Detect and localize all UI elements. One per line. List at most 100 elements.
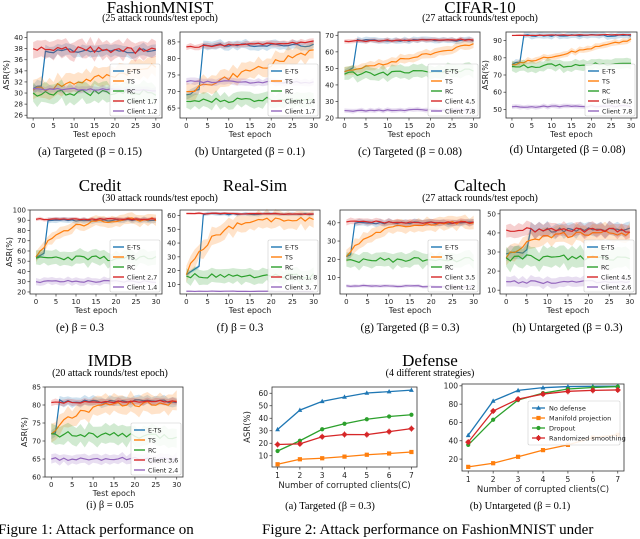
- x-axis-label: Test epoch: [546, 306, 590, 315]
- legend-label: RC: [285, 264, 294, 271]
- triangle-marker: [364, 390, 370, 395]
- y-tick-label: 100: [13, 207, 26, 215]
- x-tick-label: 30: [309, 122, 318, 130]
- legend-label: E-TS: [285, 244, 299, 251]
- plus-marker-cross: [490, 408, 497, 415]
- x-tick-label: 15: [405, 122, 414, 130]
- plus-marker-cross: [341, 431, 348, 438]
- legend-box: [267, 239, 319, 293]
- legend-label: TS: [284, 78, 293, 85]
- x-tick-label: 10: [384, 298, 393, 306]
- x-tick-label: 4: [541, 475, 546, 484]
- defense-title: Defense: [402, 351, 458, 370]
- legend-label: No defense: [549, 404, 586, 412]
- x-tick-label: 20: [427, 298, 436, 306]
- legend-box: [427, 239, 479, 293]
- series-line-client-4-5: [511, 33, 632, 37]
- x-tick-label: 2: [491, 475, 496, 484]
- x-axis-label: Test epoch: [388, 306, 432, 315]
- caption-e: (e) β = 0.3: [55, 322, 105, 334]
- y-tick-label: 30: [258, 426, 268, 435]
- triangle-marker: [297, 407, 303, 412]
- x-tick-label: 30: [151, 122, 160, 130]
- legend-label: TS: [147, 437, 156, 444]
- plus-marker-cross: [515, 396, 522, 403]
- y-tick-label: 30: [487, 249, 496, 257]
- legend-label: RC: [445, 264, 454, 271]
- plus-marker-cross: [589, 387, 596, 394]
- cifar10-title: CIFAR-10: [444, 0, 516, 17]
- caption-b: (b) Untargeted (β = 0.1): [194, 146, 306, 158]
- x-tick-label: 25: [448, 298, 457, 306]
- y-tick-label: 70: [17, 237, 26, 245]
- x-tick-label: 20: [110, 122, 119, 130]
- confidence-band-ts: [36, 212, 156, 263]
- caption-i: (i) β = 0.05: [86, 500, 134, 511]
- series-line-client-3-6: [51, 399, 177, 404]
- y-tick-label: 10: [167, 281, 176, 289]
- chart-defense-untargeted: 1 2 3 4 5 6 7 20 40 60 80 100 Number of corrupted cl…: [444, 382, 626, 495]
- y-tick-label: 80: [448, 400, 458, 409]
- y-axis-label: ASR(%): [481, 60, 490, 90]
- legend-label: Client 1,2: [445, 284, 475, 291]
- imdb-subtitle: (20 attack rounds/test epoch): [52, 368, 168, 379]
- y-tick-label: 80: [17, 227, 26, 235]
- y-tick-label: 65: [32, 456, 41, 464]
- square-marker: [387, 451, 392, 456]
- legend-label: RC: [148, 447, 157, 454]
- x-tick-label: 10: [89, 481, 98, 489]
- x-tick-label: 20: [587, 122, 596, 130]
- x-tick-label: 5: [525, 298, 529, 306]
- square-marker: [409, 449, 414, 455]
- triangle-marker: [386, 389, 392, 394]
- x-tick-label: 5: [70, 481, 74, 489]
- circle-marker: [275, 448, 280, 454]
- x-tick-label: 10: [383, 122, 392, 130]
- x-tick-label: 20: [267, 122, 276, 130]
- y-tick-label: 26: [14, 112, 23, 120]
- x-tick-label: 25: [132, 298, 141, 306]
- y-tick-label: 90: [493, 37, 502, 45]
- x-tick-label: 3: [320, 471, 325, 480]
- x-tick-label: 5: [364, 471, 369, 480]
- confidence-band-ts: [344, 38, 474, 76]
- defense-subtitle: (4 different strategies): [385, 368, 475, 379]
- y-tick-label: 40: [14, 34, 23, 42]
- x-tick-label: 25: [605, 298, 614, 306]
- series-line-ts: [344, 43, 474, 73]
- x-tick-label: 10: [543, 298, 552, 306]
- y-tick-label: 40: [325, 81, 334, 89]
- realsim-title: Real-Sim: [222, 176, 288, 195]
- legend-label: RC: [127, 264, 136, 271]
- x-tick-label: 7: [409, 471, 414, 480]
- legend-label: E-TS: [445, 68, 459, 75]
- confidence-band-e-ts: [33, 42, 156, 96]
- legend-label: Client 3,5: [445, 274, 475, 281]
- confidence-band-client-1-7: [33, 36, 156, 62]
- x-tick-label: 1: [466, 475, 471, 484]
- y-tick-label: 40: [448, 436, 458, 445]
- legend-label: Client 7,8: [602, 108, 632, 115]
- caption-a: (a) Targeted (β = 0.15): [37, 146, 143, 158]
- x-tick-label: 10: [72, 298, 81, 306]
- series-line-client-4-5: [506, 227, 630, 233]
- imdb-title: IMDB: [87, 351, 133, 370]
- chart-caltech-targeted: 0 5 10 15 20 25 30 10 20 30 40 Test epoch E-TS TS RC Cl…: [327, 209, 481, 315]
- legend-label: Randomized smoothing: [549, 434, 626, 442]
- caption-h: (h) Untargeted (β = 0.3): [512, 322, 623, 334]
- y-tick-label: 40: [327, 219, 336, 227]
- y-tick-label: 60: [17, 247, 26, 255]
- legend-box: [527, 400, 621, 446]
- x-tick-label: 5: [205, 122, 209, 130]
- series-line-client-4-5: [344, 38, 474, 43]
- x-tick-label: 25: [288, 298, 297, 306]
- triangle-marker: [409, 387, 414, 392]
- x-tick-label: 5: [365, 298, 369, 306]
- legend-label: Client 1,7: [285, 108, 315, 115]
- x-tick-label: 15: [406, 298, 415, 306]
- legend-label: Client 1,2: [127, 108, 157, 115]
- x-tick-label: 30: [172, 481, 181, 489]
- x-tick-label: 20: [584, 298, 593, 306]
- square-marker: [536, 415, 541, 421]
- x-tick-label: 25: [151, 481, 160, 489]
